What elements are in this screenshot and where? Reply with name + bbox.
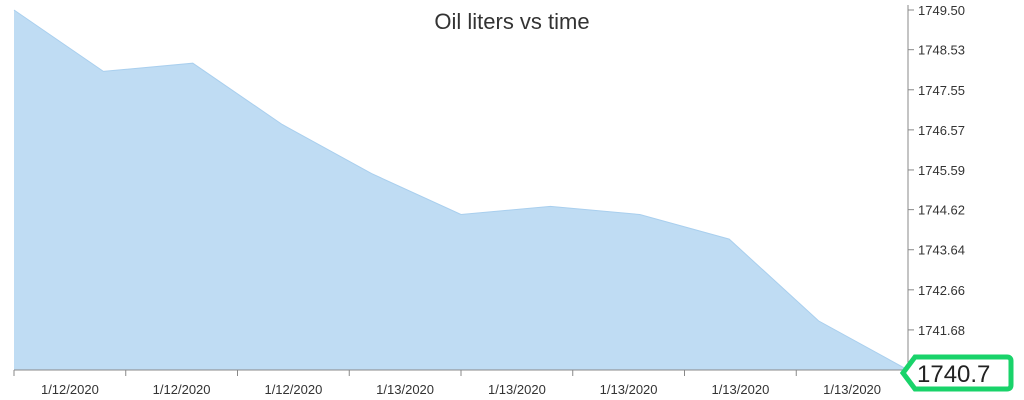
x-tick-label: 1/13/2020 xyxy=(600,382,658,397)
y-axis: 1749.50 1748.53 1747.55 1746.57 1745.59 1744.… xyxy=(907,3,965,370)
x-tick-label: 1/12/2020 xyxy=(153,382,211,397)
x-axis: 1/12/2020 1/12/2020 1/12/2020 1/13/2020 1/13… xyxy=(13,369,909,397)
y-tick-label: 1743.64 xyxy=(918,243,965,258)
y-tick-label: 1741.68 xyxy=(918,323,965,338)
series-area xyxy=(14,10,908,370)
current-value-badge-shape xyxy=(899,354,1014,392)
x-tick-label: 1/12/2020 xyxy=(264,382,322,397)
y-tick-label: 1749.50 xyxy=(918,3,965,18)
y-tick-label: 1748.53 xyxy=(918,43,965,58)
y-tick-label: 1747.55 xyxy=(918,83,965,98)
y-tick-label: 1742.66 xyxy=(918,283,965,298)
area-layer xyxy=(13,9,909,371)
x-tick-label: 1/13/2020 xyxy=(823,382,881,397)
y-tick-label: 1745.59 xyxy=(918,163,965,178)
current-value-badge: 1740.7 xyxy=(899,354,1014,392)
x-tick-label: 1/13/2020 xyxy=(376,382,434,397)
chart-title: Oil liters vs time xyxy=(434,9,589,34)
x-tick-label: 1/13/2020 xyxy=(711,382,769,397)
current-value-label: 1740.7 xyxy=(917,361,990,388)
series-line xyxy=(13,9,909,371)
y-tick-label: 1746.57 xyxy=(918,123,965,138)
x-tick-label: 1/13/2020 xyxy=(488,382,546,397)
y-tick-label: 1744.62 xyxy=(918,203,965,218)
x-tick-label: 1/12/2020 xyxy=(41,382,99,397)
